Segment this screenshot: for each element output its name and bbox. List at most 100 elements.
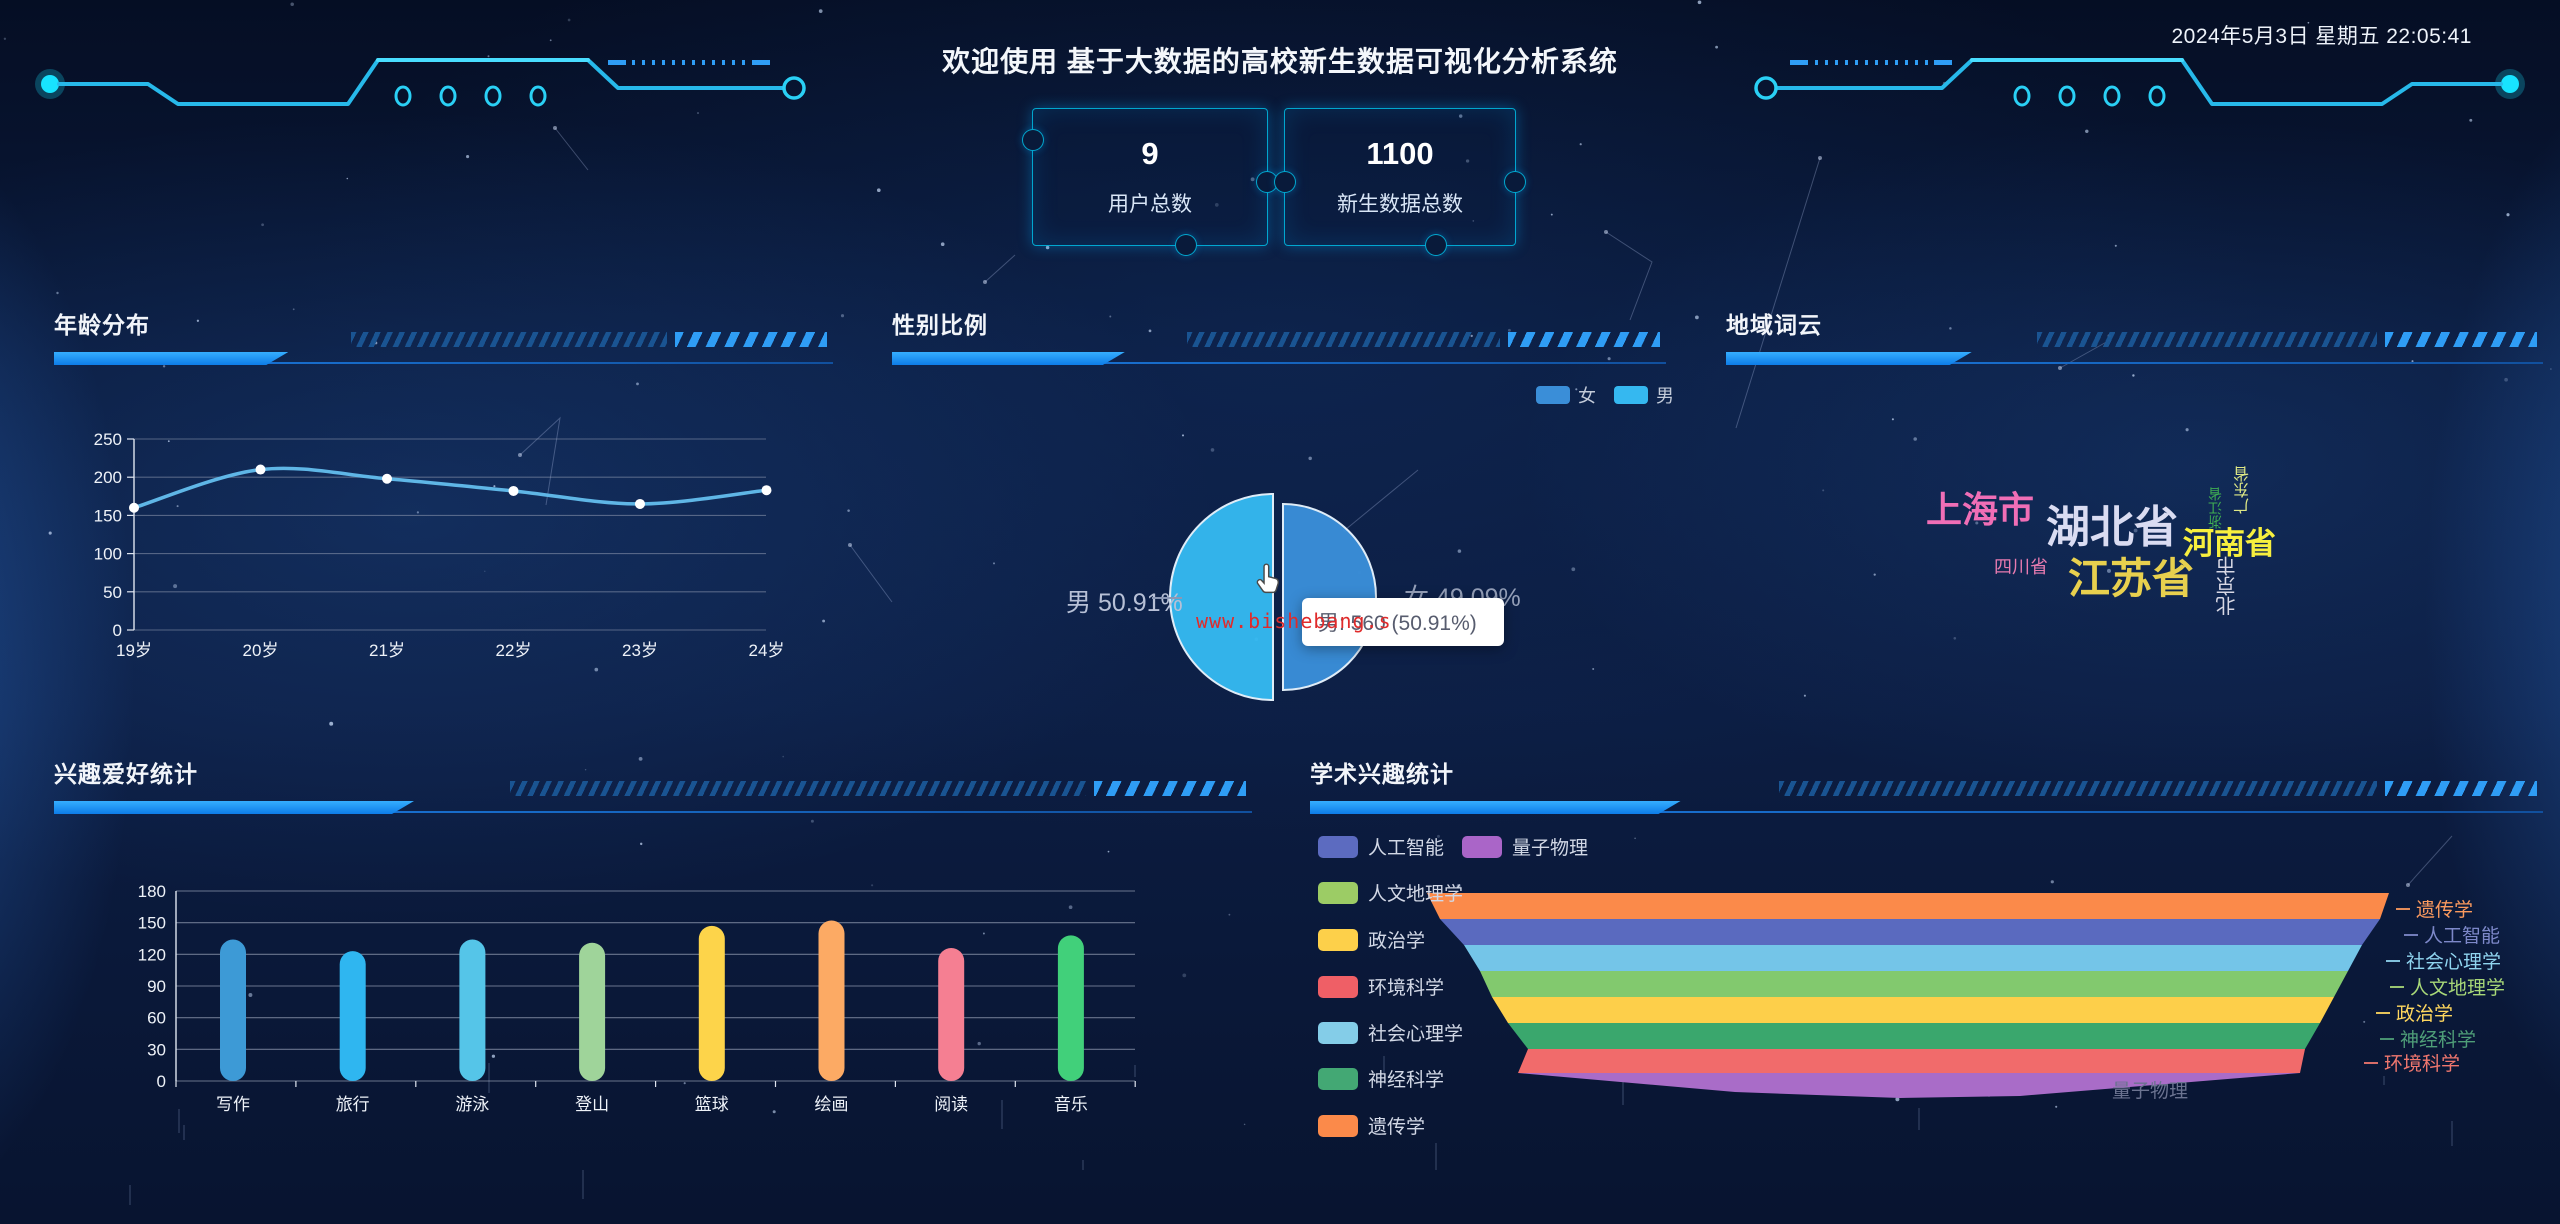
star bbox=[1472, 220, 1475, 222]
star bbox=[2363, 1020, 2366, 1023]
bar-游泳[interactable] bbox=[459, 939, 486, 1081]
star bbox=[493, 485, 496, 488]
constellation-line bbox=[1605, 231, 1653, 321]
star bbox=[466, 155, 470, 159]
wordcloud-word-四川省[interactable]: 四川省 bbox=[1994, 557, 2048, 577]
legend-item-社会心理学[interactable]: 社会心理学 bbox=[1318, 1019, 1463, 1046]
funnel-band-量子物理[interactable] bbox=[1518, 1073, 2300, 1098]
age-line-chart[interactable]: 0 50 100 150 200 250 19岁 20岁 21岁 22岁 23岁 24岁 bbox=[94, 423, 796, 685]
pie-tooltip-text: 男: 560 (50.91%) bbox=[1318, 612, 1477, 635]
stat-freshmen-label: 新生数据总数 bbox=[1337, 193, 1463, 216]
gender-legend[interactable]: 女男 bbox=[1536, 382, 1674, 408]
wordcloud-word-北京市[interactable]: 北京市 bbox=[2217, 556, 2239, 616]
data-point-24岁[interactable] bbox=[761, 485, 772, 496]
legend-label: 人文地理学 bbox=[1368, 884, 1464, 905]
legend-item-人文地理学[interactable]: 人文地理学 bbox=[1318, 879, 1463, 906]
data-point-22岁[interactable] bbox=[508, 485, 519, 496]
bar-音乐[interactable] bbox=[1057, 935, 1084, 1081]
funnel-band-人文地理学[interactable] bbox=[1480, 971, 2348, 997]
star bbox=[871, 884, 874, 887]
funnel-band-神经科学[interactable] bbox=[1508, 1023, 2320, 1049]
star bbox=[196, 319, 200, 322]
pie-label-male: 男 50.91% bbox=[1066, 589, 1183, 617]
legend-item-环境科学[interactable]: 环境科学 bbox=[1318, 973, 1444, 1000]
star bbox=[1575, 388, 1578, 391]
funnel-label-text: 人工智能 bbox=[2424, 926, 2501, 947]
wordcloud-word-浙江省[interactable]: 浙江省 bbox=[2207, 487, 2223, 529]
legend-swatch bbox=[1318, 1067, 1358, 1090]
funnel-band-环境科学[interactable] bbox=[1518, 1049, 2305, 1073]
bar-登山[interactable] bbox=[579, 942, 606, 1081]
data-point-23岁[interactable] bbox=[635, 498, 645, 509]
x-tick-label: 登山 bbox=[575, 1095, 609, 1114]
funnel-band-遗传学[interactable] bbox=[1427, 893, 2389, 919]
hatch-stripes bbox=[510, 781, 1086, 796]
star bbox=[982, 932, 985, 935]
data-point-21岁[interactable] bbox=[382, 473, 392, 484]
bar-绘画[interactable] bbox=[818, 920, 845, 1081]
funnel-label-神经科学: 神经科学 bbox=[2380, 1025, 2476, 1052]
star bbox=[2411, 360, 2414, 363]
star bbox=[173, 584, 178, 589]
funnel-band-社会心理学[interactable] bbox=[1464, 945, 2362, 971]
wordcloud-word-江苏省[interactable]: 江苏省 bbox=[2068, 555, 2195, 602]
header-rule bbox=[54, 801, 1254, 815]
star bbox=[416, 511, 420, 514]
panel-header-gender: 性别比例 bbox=[892, 306, 1668, 368]
wordcloud-word-广东省[interactable]: 广东省 bbox=[2235, 466, 2252, 514]
pie-slice-female[interactable] bbox=[1282, 502, 1377, 692]
star bbox=[876, 188, 881, 193]
x-tick-label: 篮球 bbox=[695, 1095, 729, 1114]
wordcloud-word-湖北省[interactable]: 湖北省 bbox=[2046, 503, 2178, 552]
legend-item-人工智能[interactable]: 人工智能 bbox=[1318, 833, 1444, 860]
star bbox=[1148, 329, 1152, 333]
legend-label: 遗传学 bbox=[1368, 1117, 1426, 1138]
x-tick-label: 21岁 bbox=[369, 641, 405, 660]
legend-item-政治学[interactable]: 政治学 bbox=[1318, 926, 1425, 953]
legend-label: 男 bbox=[1656, 386, 1674, 406]
funnel-label-text: 环境科学 bbox=[2384, 1054, 2461, 1075]
star bbox=[1891, 418, 1894, 421]
legend-label: 神经科学 bbox=[1368, 1070, 1445, 1091]
legend-item-男[interactable]: 男 bbox=[1614, 382, 1674, 408]
x-tick-label: 绘画 bbox=[815, 1095, 849, 1114]
star bbox=[2132, 374, 2135, 377]
bar-阅读[interactable] bbox=[938, 948, 965, 1081]
header-rule bbox=[1726, 352, 2545, 366]
constellation-dot bbox=[1818, 156, 1822, 160]
legend-item-神经科学[interactable]: 神经科学 bbox=[1318, 1065, 1444, 1092]
star bbox=[1243, 1123, 1246, 1126]
star bbox=[1607, 357, 1611, 361]
label-connector bbox=[2404, 933, 2418, 936]
data-point-20岁[interactable] bbox=[255, 464, 266, 475]
legend-item-女[interactable]: 女 bbox=[1536, 382, 1596, 408]
hobby-bar-chart[interactable]: 0 30 60 90 120 150 180 写作 旅行 游泳 登山 篮球 绘画 阅读 音乐 bbox=[120, 872, 1180, 1172]
data-point-19岁[interactable] bbox=[129, 502, 139, 513]
star bbox=[1228, 913, 1231, 916]
legend-item-遗传学[interactable]: 遗传学 bbox=[1318, 1112, 1425, 1139]
funnel-band-人工智能[interactable] bbox=[1440, 919, 2380, 945]
funnel-band-政治学[interactable] bbox=[1492, 997, 2334, 1023]
star bbox=[549, 39, 552, 42]
puzzle-notch bbox=[1274, 171, 1296, 193]
bar-篮球[interactable] bbox=[698, 925, 725, 1081]
funnel-label-人文地理学: 人文地理学 bbox=[2390, 973, 2505, 1000]
bar-写作[interactable] bbox=[220, 939, 246, 1081]
star bbox=[1579, 143, 1582, 146]
academic-funnel-chart[interactable] bbox=[1400, 870, 2560, 1130]
wordcloud-word-河南省[interactable]: 河南省 bbox=[2183, 526, 2276, 561]
star bbox=[1873, 573, 1876, 576]
legend-item-量子物理[interactable]: 量子物理 bbox=[1462, 833, 1588, 860]
star bbox=[48, 531, 52, 535]
pie-slice-male[interactable] bbox=[1169, 492, 1274, 702]
star bbox=[292, 308, 295, 311]
bar-旅行[interactable] bbox=[339, 951, 366, 1081]
age-line-series[interactable] bbox=[132, 466, 769, 510]
star bbox=[1420, 1025, 1423, 1028]
star bbox=[847, 509, 850, 512]
wordcloud-word-上海市[interactable]: 上海市 bbox=[1926, 489, 2035, 530]
y-tick-label: 0 bbox=[113, 621, 122, 640]
star bbox=[1458, 114, 1463, 118]
star bbox=[1250, 177, 1255, 182]
star bbox=[3, 37, 7, 40]
